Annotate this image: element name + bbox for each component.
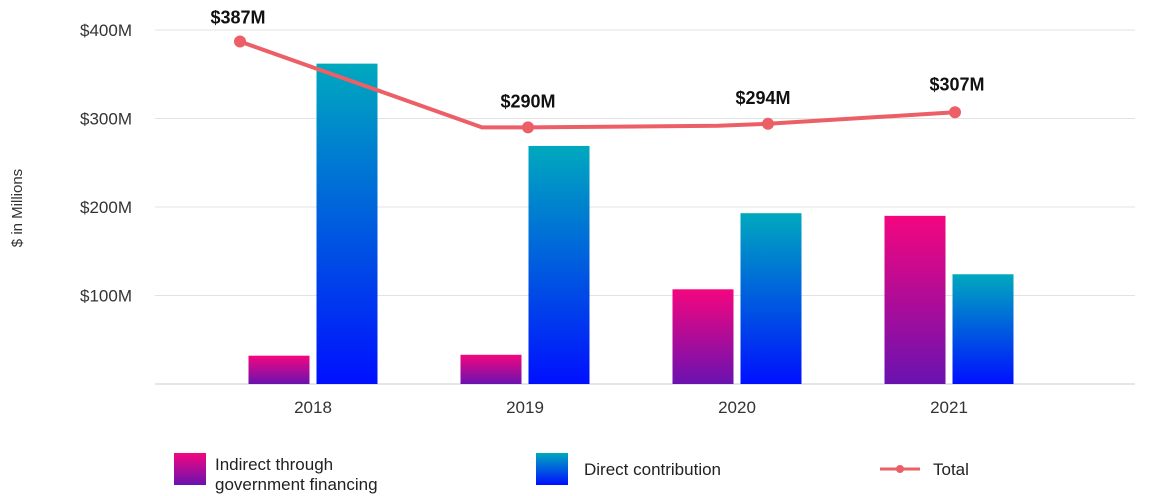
legend-marker-total [896,465,904,473]
y-tick-label: $100M [80,287,132,306]
total-point-2018 [234,35,246,48]
x-tick-label: 2018 [294,398,332,417]
total-data-label: $294M [735,88,790,108]
bars [248,63,1014,384]
legend-label-indirect-line1: Indirect through [215,455,333,474]
x-tick-label: 2019 [506,398,544,417]
total-point-2020 [762,117,774,130]
bar-indirect-2018 [248,355,310,384]
legend: Indirect through government financing Di… [174,453,969,494]
y-tick-label: $200M [80,198,132,217]
bar-direct-2019 [528,145,590,384]
x-tick-label: 2020 [718,398,756,417]
total-data-label: $290M [500,91,555,111]
legend-label-direct: Direct contribution [584,460,721,479]
total-line [238,39,957,130]
total-data-label: $387M [210,8,265,28]
y-tick-label: $300M [80,110,132,129]
x-tick-label: 2021 [930,398,968,417]
bar-indirect-2021 [884,215,946,384]
legend-label-total: Total [933,460,969,479]
y-axis-label: $ in Millions [9,169,26,247]
total-line-layer: $387M $290M $294M $307M [210,8,985,134]
x-axis-ticks: 2018 2019 2020 2021 [294,398,968,417]
y-tick-label: $400M [80,21,132,40]
legend-label-indirect: Indirect through government financing [215,455,378,494]
y-axis-ticks: $100M $200M $300M $400M [80,21,132,306]
legend-item-direct: Direct contribution [536,453,721,485]
bar-direct-2018 [316,63,378,384]
total-point-2019 [522,121,534,134]
total-data-label: $307M [929,74,984,94]
legend-item-total: Total [880,460,969,479]
legend-swatch-indirect [174,453,206,485]
total-point-2021 [949,106,961,119]
bar-indirect-2020 [672,289,734,384]
legend-swatch-direct [536,453,568,485]
bar-indirect-2019 [460,354,522,384]
legend-item-indirect: Indirect through government financing [174,453,378,494]
legend-label-indirect-line2: government financing [215,475,378,494]
bar-direct-2021 [952,274,1014,384]
bar-direct-2020 [740,213,802,384]
